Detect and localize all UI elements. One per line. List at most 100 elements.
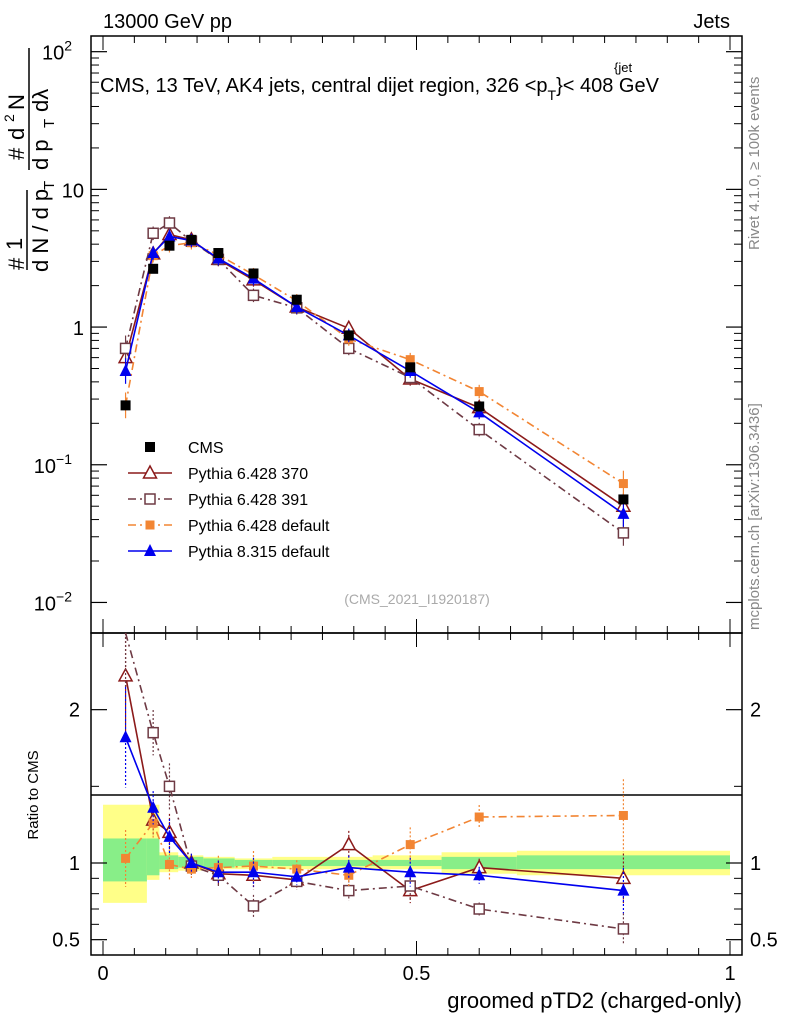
legend-marker xyxy=(145,520,155,530)
data-point xyxy=(148,263,159,274)
ratio-point xyxy=(473,868,486,881)
ratio-point xyxy=(617,923,630,935)
legend-marker xyxy=(144,544,156,556)
ratio-point xyxy=(405,840,415,850)
svg-text:#: # xyxy=(4,257,29,270)
ratio-point xyxy=(473,903,485,915)
data-point xyxy=(119,363,132,376)
ratio-point xyxy=(119,730,132,743)
legend-entry: Pythia 6.428 370 xyxy=(128,464,308,483)
svg-text:d N / d p: d N / d p xyxy=(28,189,53,272)
legend-label: Pythia 6.428 370 xyxy=(188,466,308,483)
legend-marker xyxy=(144,493,156,505)
data-point xyxy=(474,387,484,397)
ratio-y-tick-label: 2 xyxy=(69,700,80,722)
ratio-point xyxy=(618,810,628,820)
series-line xyxy=(124,222,624,534)
data-point xyxy=(343,330,354,341)
data-point xyxy=(163,217,176,229)
data-point xyxy=(247,289,260,302)
ratio-band-inner xyxy=(272,859,323,867)
x-tick-label: 0 xyxy=(97,963,108,985)
header-right: Jets xyxy=(693,11,730,33)
ratio-series xyxy=(117,632,632,945)
ratio-point xyxy=(343,884,355,897)
ratio-point xyxy=(186,864,196,874)
series-line xyxy=(124,241,624,485)
ratio-band-inner xyxy=(372,859,442,867)
legend-marker xyxy=(142,464,158,479)
data-point xyxy=(290,299,303,312)
data-point xyxy=(474,401,485,412)
ratio-point xyxy=(404,865,417,878)
plot-title: CMS, 13 TeV, AK4 jets, central dijet reg… xyxy=(100,75,660,103)
ratio-panel-frame xyxy=(90,632,743,956)
ratio-y-tick-label: 1 xyxy=(69,853,80,875)
ratio-point xyxy=(163,829,176,842)
ratio-series-pythia-6-428-391 xyxy=(124,632,630,945)
svg-text:1: 1 xyxy=(2,238,27,250)
data-point xyxy=(617,527,630,539)
x-tick-label: 0.5 xyxy=(403,963,431,985)
legend-entry: Pythia 8.315 default xyxy=(128,544,330,561)
legend-label: CMS xyxy=(188,440,224,457)
ratio-point xyxy=(247,865,260,878)
ratio-ticks: 0.5 0.5 1 1 2 2 0 0.5 1 xyxy=(52,633,778,985)
ratio-point xyxy=(147,726,159,739)
svg-text:N: N xyxy=(4,94,29,110)
analysis-id: (CMS_2021_I1920187) xyxy=(344,591,490,607)
ratio-point xyxy=(212,865,225,878)
data-point xyxy=(147,227,159,240)
ratio-y-tick-label-right: 0.5 xyxy=(750,930,778,952)
ratio-point xyxy=(185,856,198,868)
main-y-ticks: 10−2 10−1 1 10 102 xyxy=(34,36,742,633)
data-point xyxy=(120,400,131,411)
legend-marker xyxy=(145,442,155,452)
main-y-tick-label: 10 xyxy=(62,180,84,202)
data-point xyxy=(618,479,628,489)
data-point xyxy=(405,355,415,365)
main-y-tick-label: 10−2 xyxy=(34,588,72,615)
svg-text:d p: d p xyxy=(28,139,53,170)
ratio-series-pythia-8-315-default xyxy=(119,687,630,914)
legend-entry: Pythia 6.428 391 xyxy=(128,492,308,509)
series-cms xyxy=(120,234,629,505)
ratio-point xyxy=(617,883,630,896)
data-point xyxy=(119,342,132,355)
rivet-label: Rivet 4.1.0, ≥ 100k events xyxy=(746,77,763,250)
main-y-tick-label: 1 xyxy=(73,318,84,340)
x-tick-label: 1 xyxy=(724,963,735,985)
ratio-band-inner xyxy=(146,838,160,876)
ratio-point xyxy=(247,900,260,912)
x-axis-label: groomed pTD2 (charged-only) xyxy=(447,988,742,1013)
data-point xyxy=(163,229,176,242)
legend-label: Pythia 8.315 default xyxy=(188,544,330,561)
data-point xyxy=(164,240,175,251)
main-y-tick-label: 102 xyxy=(42,38,72,65)
ratio-point xyxy=(342,860,355,873)
svg-text:#: # xyxy=(4,147,29,160)
main-series xyxy=(117,216,632,546)
ratio-point xyxy=(344,870,354,880)
plot-title-sup: {jet xyxy=(614,60,632,75)
svg-text:T: T xyxy=(41,119,58,128)
svg-text:2: 2 xyxy=(1,114,17,122)
legend-entry: CMS xyxy=(145,440,224,457)
data-point xyxy=(291,294,302,305)
plot-title-main: CMS, 13 TeV, AK4 jets, central dijet reg… xyxy=(100,75,548,97)
ratio-band-inner xyxy=(322,859,373,867)
data-point xyxy=(147,246,160,259)
ratio-band-inner xyxy=(203,858,235,868)
data-point xyxy=(213,248,224,259)
ratio-point xyxy=(164,860,174,870)
legend-label: Pythia 6.428 default xyxy=(188,518,330,535)
data-point xyxy=(473,423,485,436)
svg-text:T: T xyxy=(41,181,58,190)
ratio-line xyxy=(124,632,624,930)
data-point xyxy=(186,234,197,245)
data-point xyxy=(617,506,630,519)
ratio-point xyxy=(163,780,176,793)
ratio-point xyxy=(147,800,160,813)
ratio-point xyxy=(474,812,484,822)
